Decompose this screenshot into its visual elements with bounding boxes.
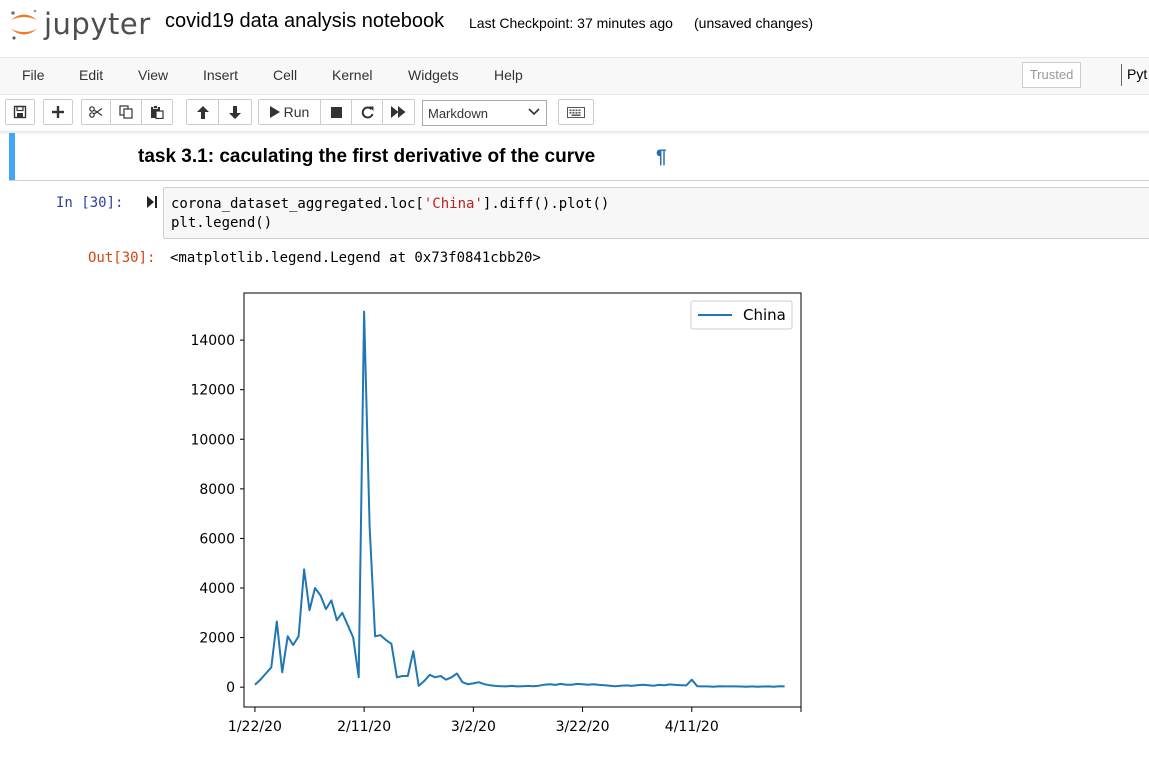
run-button-label: Run bbox=[283, 104, 310, 120]
cut-button[interactable] bbox=[81, 99, 111, 125]
code-string: 'China' bbox=[423, 196, 483, 212]
copy-icon bbox=[119, 105, 133, 119]
run-button[interactable]: Run bbox=[258, 99, 321, 125]
chart-svg: 0 2000 4000 6000 8000 10000 12000 14000 1/22/20 2… bbox=[190, 292, 802, 735]
move-up-button[interactable] bbox=[186, 99, 219, 125]
x-tick-label: 4/11/20 bbox=[665, 719, 719, 735]
run-button-group: Run bbox=[258, 99, 415, 125]
edit-button-group bbox=[81, 99, 173, 125]
menu-help[interactable]: Help bbox=[494, 67, 523, 83]
jupyter-logo[interactable]: jupyter bbox=[8, 4, 151, 44]
plot-frame bbox=[243, 292, 802, 708]
y-tick-label: 8000 bbox=[199, 482, 235, 498]
anchor-link[interactable]: ¶ bbox=[656, 147, 667, 168]
paste-button[interactable] bbox=[142, 99, 173, 125]
menu-file[interactable]: File bbox=[22, 67, 45, 83]
restart-run-all-button[interactable] bbox=[383, 99, 415, 125]
y-tick-label: 6000 bbox=[199, 531, 235, 547]
save-button[interactable] bbox=[5, 99, 35, 125]
move-down-button[interactable] bbox=[219, 99, 252, 125]
x-tick-label: 1/22/20 bbox=[228, 719, 282, 735]
code-text: corona_dataset_aggregated.loc[ bbox=[171, 196, 424, 212]
add-cell-button[interactable] bbox=[43, 99, 73, 125]
menu-insert[interactable]: Insert bbox=[203, 67, 239, 83]
line-chart: 0 2000 4000 6000 8000 10000 12000 14000 1/22/20 2… bbox=[170, 280, 830, 750]
checkpoint-status: Last Checkpoint: 37 minutes ago bbox=[469, 15, 673, 31]
code-text: ].diff().plot() bbox=[482, 196, 610, 212]
output-text: <matplotlib.legend.Legend at 0x73f0841cb… bbox=[170, 250, 541, 266]
save-status: (unsaved changes) bbox=[694, 15, 814, 31]
restart-icon bbox=[361, 106, 373, 118]
copy-button[interactable] bbox=[111, 99, 142, 125]
kernel-divider bbox=[1121, 64, 1122, 86]
markdown-heading: task 3.1: caculating the first derivativ… bbox=[138, 146, 596, 167]
chevron-down-icon bbox=[528, 108, 540, 116]
notebook-header: jupyter covid19 data analysis notebook L… bbox=[0, 0, 1149, 56]
interrupt-button[interactable] bbox=[321, 99, 352, 125]
run-cell-icon[interactable] bbox=[146, 195, 158, 209]
markdown-cell[interactable]: task 3.1: caculating the first derivativ… bbox=[9, 133, 1149, 181]
paste-icon bbox=[151, 105, 164, 119]
legend-label: China bbox=[743, 306, 786, 324]
menu-kernel[interactable]: Kernel bbox=[332, 67, 373, 83]
code-input[interactable]: corona_dataset_aggregated.loc['China'].d… bbox=[163, 187, 1149, 239]
input-prompt: In [30]: bbox=[56, 195, 124, 211]
menu-cell[interactable]: Cell bbox=[273, 67, 298, 83]
play-icon bbox=[269, 106, 280, 118]
selected-cell-indicator bbox=[9, 133, 15, 180]
y-tick-label: 12000 bbox=[190, 383, 235, 399]
cut-icon bbox=[89, 106, 103, 118]
legend-box bbox=[690, 300, 793, 330]
fast-forward-icon bbox=[391, 106, 406, 118]
x-tick-label: 2/11/20 bbox=[337, 719, 391, 735]
y-tick-label: 2000 bbox=[199, 631, 235, 647]
plus-icon bbox=[52, 106, 64, 118]
command-palette-button[interactable] bbox=[558, 99, 594, 125]
jupyter-logo-icon bbox=[11, 9, 37, 40]
trusted-indicator[interactable]: Trusted bbox=[1022, 62, 1081, 88]
move-button-group bbox=[186, 99, 252, 125]
restart-button[interactable] bbox=[352, 99, 383, 125]
toolbar-shadow bbox=[0, 131, 1149, 135]
code-line-2: plt.legend() bbox=[171, 215, 273, 231]
save-icon bbox=[13, 105, 27, 119]
menu-view[interactable]: View bbox=[138, 67, 169, 83]
arrow-up-icon bbox=[196, 105, 209, 119]
cell-type-value: Markdown bbox=[428, 106, 488, 121]
kernel-name[interactable]: Pyt bbox=[1127, 66, 1148, 82]
arrow-down-icon bbox=[229, 105, 241, 119]
menu-widgets[interactable]: Widgets bbox=[408, 67, 459, 83]
output-prompt: Out[30]: bbox=[88, 250, 156, 266]
x-tick-label: 3/22/20 bbox=[556, 719, 610, 735]
y-tick-label: 4000 bbox=[199, 581, 235, 597]
keyboard-icon bbox=[567, 106, 585, 118]
code-line-1: corona_dataset_aggregated.loc['China'].d… bbox=[171, 196, 609, 212]
y-tick-label: 0 bbox=[226, 680, 235, 696]
series-line-china bbox=[254, 310, 785, 688]
cell-type-select[interactable]: Markdown bbox=[422, 100, 547, 126]
menu-edit[interactable]: Edit bbox=[79, 67, 104, 83]
x-tick-label: 3/2/20 bbox=[451, 719, 496, 735]
menubar: File Edit View Insert Cell Kernel Widget… bbox=[0, 57, 1149, 95]
y-tick-label: 14000 bbox=[190, 333, 235, 349]
notebook-title[interactable]: covid19 data analysis notebook bbox=[165, 10, 445, 32]
logo-text: jupyter bbox=[44, 7, 151, 41]
y-tick-label: 10000 bbox=[190, 432, 235, 448]
stop-icon bbox=[330, 106, 342, 118]
